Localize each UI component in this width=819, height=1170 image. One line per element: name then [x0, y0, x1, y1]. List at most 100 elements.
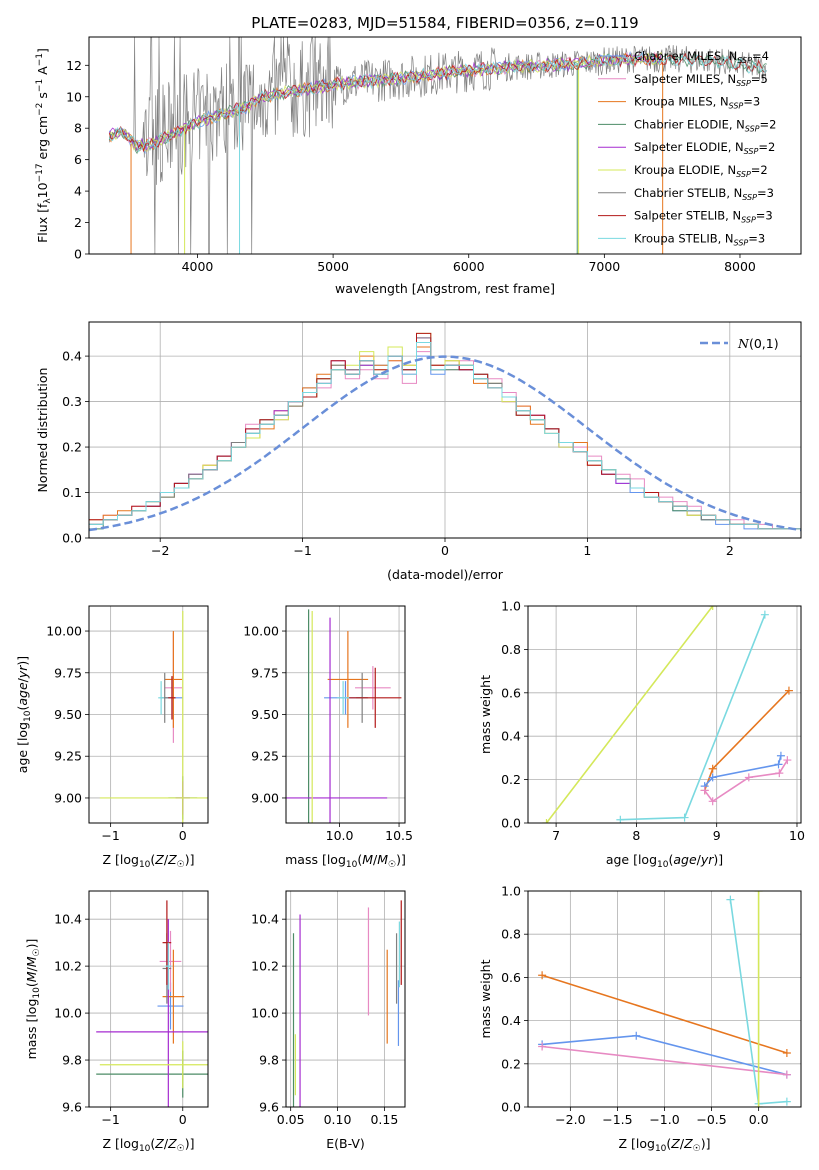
weight-marker [726, 895, 735, 904]
y-tick-label: 9.50 [54, 707, 82, 722]
y-axis-label: Normed distribution [35, 368, 50, 493]
errorbar-salpeter-stelib [349, 667, 402, 728]
axes-frame [527, 605, 802, 824]
y-tick-label: 10 [66, 89, 82, 104]
errorbar-kroupa-elodie [99, 611, 208, 823]
x-tick-label: 8 [632, 828, 640, 843]
y-tick-label: 10.00 [46, 624, 82, 639]
y-tick-label: 10.2 [251, 959, 279, 974]
y-tick-label: 9.75 [251, 665, 279, 680]
errorbar-kroupa-miles [162, 949, 185, 1044]
x-tick-label: 0.0 [749, 1112, 769, 1127]
x-tick-label: −1.0 [649, 1112, 679, 1127]
y-tick-label: 0.8 [501, 642, 521, 657]
errorbar-kroupa-miles [327, 631, 369, 728]
x-axis-label: Z [log10(Z/Z☉)] [102, 1136, 194, 1154]
x-tick-label: 10 [789, 828, 805, 843]
x-tick-label: 10.5 [385, 828, 413, 843]
legend-label: Salpeter ELODIE, NSSP=2 [634, 140, 775, 156]
y-tick-label: 0.8 [501, 927, 521, 942]
weight-marker [700, 786, 709, 795]
weight-marker [775, 769, 784, 778]
x-tick-label: 1 [583, 543, 591, 558]
x-tick-label: 7 [552, 828, 560, 843]
y-tick-label: 0.6 [501, 970, 521, 985]
y-tick-label: 0.4 [501, 1013, 521, 1028]
x-tick-label: −1 [101, 1112, 119, 1127]
y-tick-label: 10.4 [251, 912, 279, 927]
y-axis-label: mass weight [478, 675, 493, 754]
y-tick-label: 0.3 [62, 394, 82, 409]
y-tick-label: 1.0 [501, 599, 521, 614]
legend-label: Kroupa ELODIE, NSSP=2 [634, 163, 768, 179]
panel-spectrum: 4000 5000 6000 7000 8000 0 2 4 6 8 10 12 Chabrier MI… [35, 36, 802, 296]
weight-marker [708, 764, 717, 773]
weight-marker [708, 606, 717, 610]
errorbar-kroupa-miles [164, 631, 183, 728]
weight-line-chabrier-miles [704, 755, 782, 787]
x-tick-label: 4000 [182, 259, 214, 274]
errorbar-salpeter-miles [159, 930, 182, 992]
errorbar-kroupa-stelib [158, 681, 165, 715]
legend-label: N(0,1) [737, 336, 779, 351]
weight-marker [542, 819, 551, 823]
legend-label: Salpeter MILES, NSSP=5 [634, 72, 768, 88]
legend-label: Salpeter STELIB, NSSP=3 [634, 209, 773, 225]
x-tick-label: 10.0 [326, 828, 354, 843]
y-tick-label: 0.2 [501, 1056, 521, 1071]
y-tick-label: 9.75 [54, 665, 82, 680]
x-tick-label: 5000 [317, 259, 349, 274]
plot-area [89, 332, 801, 538]
panel-mass-vs-ebv: 0.05 0.10 0.15 9.6 9.8 10.0 10.2 10.4 E(B-V) [251, 890, 406, 1151]
x-tick-label: 0 [179, 1112, 187, 1127]
x-tick-label: 7000 [588, 259, 620, 274]
weight-line-kroupa-miles [541, 974, 788, 1054]
y-tick-label: 4 [74, 184, 82, 199]
x-tick-label: 6000 [453, 259, 485, 274]
weight-marker [782, 1070, 791, 1079]
y-tick-label: 10.2 [54, 959, 82, 974]
y-tick-label: 9.25 [54, 749, 82, 764]
weight-line-kroupa-elodie [545, 606, 714, 823]
x-axis-label: E(B-V) [326, 1136, 365, 1151]
model-spectrum-salpeter-stelib [108, 52, 768, 153]
weight-line-salpeter-miles [542, 1045, 787, 1076]
x-tick-label: 9 [713, 828, 721, 843]
x-tick-label: −1 [293, 543, 311, 558]
weight-marker [760, 610, 769, 619]
weight-marker [680, 813, 689, 822]
x-tick-label: 2 [726, 543, 734, 558]
x-tick-label: 0 [441, 543, 449, 558]
x-axis-label: Z [log10(Z/Z☉)] [618, 1136, 710, 1154]
weight-marker [754, 1103, 763, 1107]
weight-marker [782, 1049, 791, 1057]
y-tick-label: 0.4 [62, 349, 82, 364]
weight-line-kroupa-stelib [620, 614, 766, 821]
y-tick-label: 0.6 [501, 685, 521, 700]
weight-marker [776, 751, 785, 760]
panel-residuals: −2 −1 0 1 2 0.0 0.1 0.2 0.3 0.4 N(0,1) (data-model)… [35, 321, 802, 582]
y-tick-label: 0.0 [501, 1100, 521, 1115]
x-tick-label: −2 [151, 543, 169, 558]
model-spectrum-kroupa-stelib [108, 52, 768, 153]
weight-marker [782, 1097, 791, 1106]
figure-title: PLATE=0283, MJD=51584, FIBERID=0356, z=0… [251, 14, 638, 32]
weight-marker [744, 773, 753, 782]
errorbar-salpeter-miles [355, 666, 391, 710]
legend-label: Chabrier STELIB, NSSP=3 [634, 186, 774, 202]
y-axis-label: mass weight [478, 959, 493, 1038]
x-tick-label: 0 [179, 828, 187, 843]
plot-area [99, 611, 208, 823]
errorbar-kroupa-elodie [99, 1041, 208, 1089]
y-tick-label: 9.6 [62, 1100, 82, 1115]
weight-line-kroupa-miles [703, 690, 790, 791]
x-axis-label: Z [log10(Z/Z☉)] [102, 852, 194, 870]
weight-marker [774, 760, 783, 769]
y-tick-label: 9.00 [251, 790, 279, 805]
errorbar-salpeter-stelib [162, 900, 172, 985]
weight-marker [616, 815, 625, 823]
y-tick-label: 10.4 [54, 912, 82, 927]
y-tick-label: 0.0 [501, 816, 521, 831]
y-tick-label: 9.8 [259, 1053, 279, 1068]
y-tick-label: 0.2 [501, 772, 521, 787]
